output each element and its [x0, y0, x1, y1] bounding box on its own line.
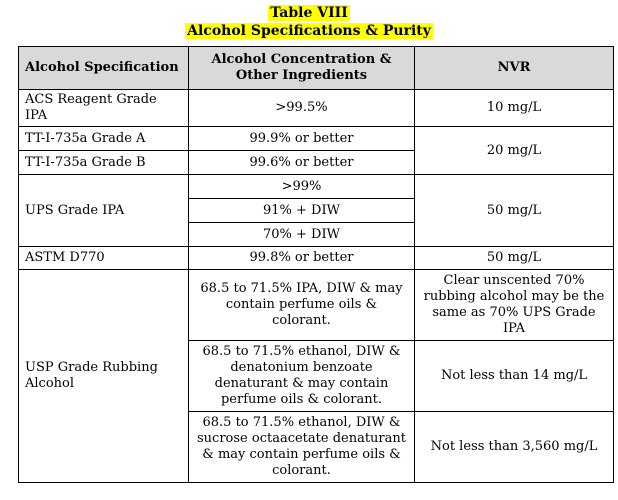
cell-spec: TT-I-735a Grade B: [18, 150, 189, 175]
cell-spec: UPS Grade IPA: [18, 174, 189, 247]
alcohol-spec-table: Alcohol Specification Alcohol Concentrat…: [18, 46, 614, 483]
cell-concentration: 99.8% or better: [188, 246, 415, 270]
header-nvr: NVR: [414, 46, 614, 90]
cell-nvr: 50 mg/L: [414, 174, 614, 247]
header-row: Alcohol Specification Alcohol Concentrat…: [18, 46, 614, 90]
table-row: USP Grade Rubbing Alcohol 68.5 to 71.5% …: [18, 269, 614, 483]
cell-spec: TT-I-735a Grade A: [18, 126, 189, 151]
cell-nvr: Not less than 3,560 mg/L: [414, 411, 614, 483]
cell-concentration: 70% + DIW: [188, 222, 415, 247]
table-number: Table VIII: [268, 5, 350, 21]
cell-concentration: 68.5 to 71.5% IPA, DIW & may contain per…: [188, 269, 415, 341]
cell-nvr: 10 mg/L: [414, 89, 614, 127]
cell-nvr: Not less than 14 mg/L: [414, 340, 614, 412]
cell-spec: ASTM D770: [18, 246, 189, 270]
cell-spec: ACS Reagent Grade IPA: [18, 89, 189, 127]
cell-spec: USP Grade Rubbing Alcohol: [18, 269, 189, 483]
table-row: 68.5 to 71.5% ethanol, DIW & sucrose oct…: [19, 411, 614, 483]
table-row: TT-I-735a Grade B 99.6% or better: [18, 150, 614, 175]
cell-concentration: 99.9% or better: [188, 126, 415, 151]
cell-concentration: 91% + DIW: [188, 198, 415, 223]
cell-nvr: 50 mg/L: [414, 246, 614, 270]
table-row: 70% + DIW: [19, 222, 614, 247]
cell-concentration: 99.6% or better: [188, 150, 415, 175]
table-row: UPS Grade IPA >99% 50 mg/L: [18, 174, 614, 247]
table-row: 68.5 to 71.5% ethanol, DIW & denatonium …: [19, 340, 614, 412]
cell-concentration: >99%: [188, 174, 415, 199]
cell-concentration: 68.5 to 71.5% ethanol, DIW & denatonium …: [188, 340, 415, 412]
header-spec: Alcohol Specification: [18, 46, 189, 90]
cell-nvr: Clear unscented 70% rubbing alcohol may …: [414, 269, 614, 341]
table-row: ACS Reagent Grade IPA >99.5% 10 mg/L: [18, 89, 614, 127]
cell-nvr: 20 mg/L: [414, 126, 614, 175]
cell-concentration: >99.5%: [188, 89, 415, 127]
table-title: Alcohol Specifications & Purity: [185, 23, 433, 39]
header-concentration: Alcohol Concentration & Other Ingredient…: [188, 46, 415, 90]
cell-concentration: 68.5 to 71.5% ethanol, DIW & sucrose oct…: [188, 411, 415, 483]
table-caption: Table VIII Alcohol Specifications & Puri…: [0, 4, 618, 40]
table-row: ASTM D770 99.8% or better 50 mg/L: [18, 246, 614, 270]
table-row: TT-I-735a Grade A 99.9% or better 20 mg/…: [18, 126, 614, 175]
